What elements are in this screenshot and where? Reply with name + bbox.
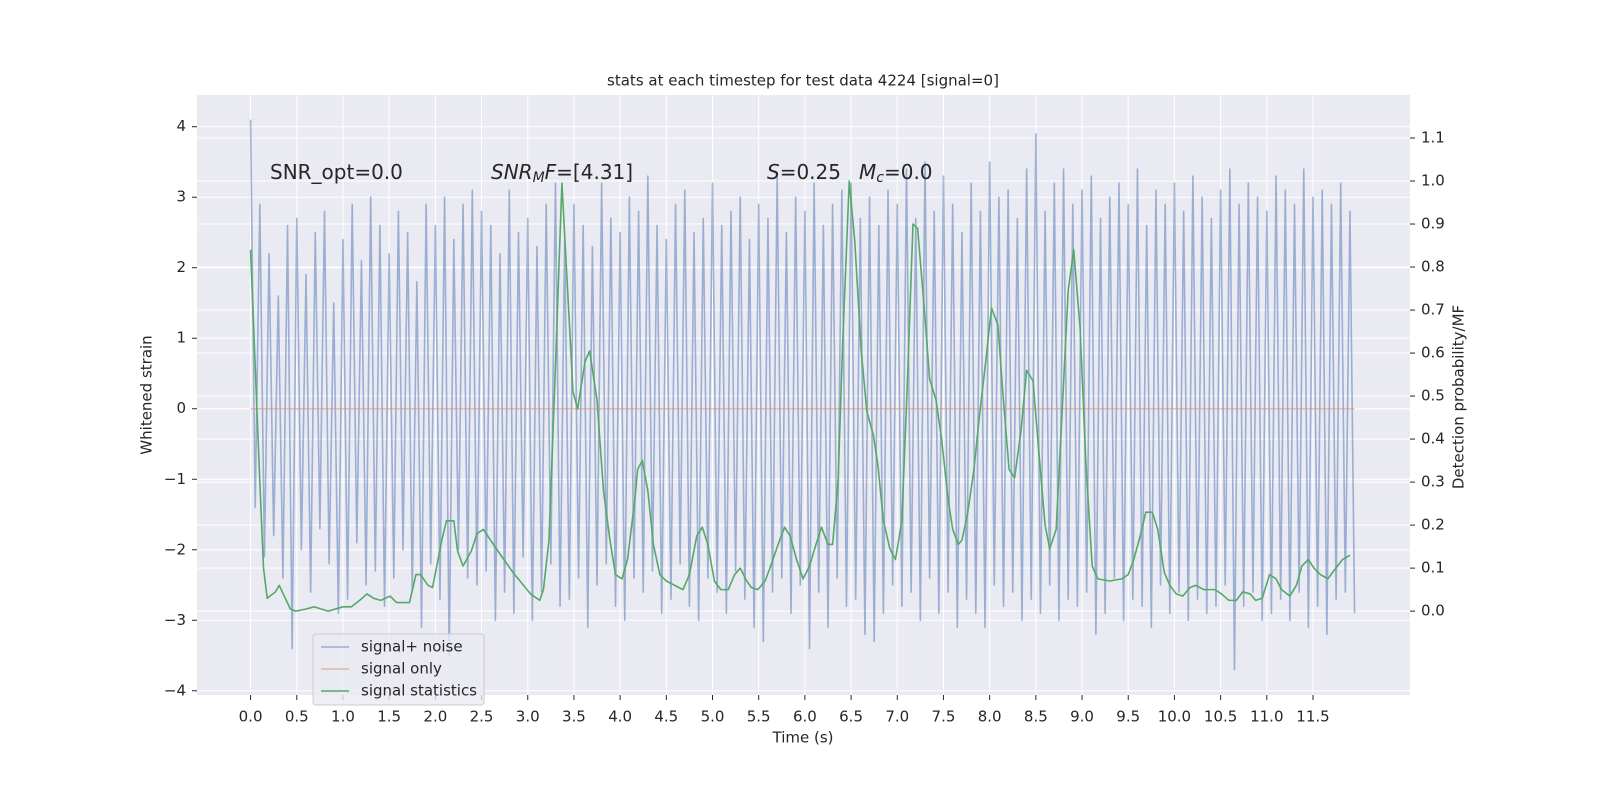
annotation: S=0.25 xyxy=(767,160,841,184)
y2-tick-label: 0.7 xyxy=(1421,301,1445,319)
plot-lines xyxy=(249,119,1356,671)
x-tick-label: 5.0 xyxy=(701,708,725,726)
plot-area xyxy=(197,95,1410,695)
annotation-part: SNR xyxy=(491,160,533,184)
annotation-part: S xyxy=(767,160,780,184)
x-tick-label: 5.5 xyxy=(747,708,771,726)
legend-label: signal only xyxy=(361,660,442,678)
x-tick-label: 2.5 xyxy=(470,708,494,726)
annotation-part: M xyxy=(859,160,876,184)
y2-tick-label: 1.0 xyxy=(1421,172,1445,190)
x-tick-label: 11.0 xyxy=(1250,708,1283,726)
x-tick-label: 9.5 xyxy=(1116,708,1140,726)
x-tick-label: 4.0 xyxy=(608,708,632,726)
x-tick-label: 4.5 xyxy=(654,708,678,726)
annotation-part: M xyxy=(533,170,545,186)
y-tick-label: −3 xyxy=(164,611,186,629)
y-tick-label: 0 xyxy=(176,399,186,417)
x-tick-label: 3.5 xyxy=(562,708,586,726)
x-tick-label: 6.5 xyxy=(839,708,863,726)
annotation-part: =0.25 xyxy=(780,160,841,184)
y-tick-label: 3 xyxy=(176,188,186,206)
x-tick-label: 10.0 xyxy=(1158,708,1191,726)
y-tick-label: 4 xyxy=(176,117,186,135)
x-tick-label: 2.0 xyxy=(423,708,447,726)
annotation-part: =[4.31] xyxy=(556,160,633,184)
annotation: SNRMF=[4.31] xyxy=(491,160,633,187)
x-tick-label: 7.0 xyxy=(885,708,909,726)
x-tick-label: 3.0 xyxy=(516,708,540,726)
y-tick-label: 2 xyxy=(176,258,186,276)
x-tick-label: 6.0 xyxy=(793,708,817,726)
x-tick-label: 8.5 xyxy=(1024,708,1048,726)
y2-axis-label: Detection probability/MF xyxy=(1450,305,1468,489)
x-tick-label: 1.0 xyxy=(331,708,355,726)
x-tick-label: 0.0 xyxy=(239,708,263,726)
y2-tick-label: 0.6 xyxy=(1421,344,1445,362)
annotation-part: =0.0 xyxy=(884,160,933,184)
y-tick-label: −2 xyxy=(164,540,186,558)
y-axis-label: Whitened strain xyxy=(138,335,156,454)
series-line xyxy=(249,180,1351,612)
legend: signal+ noise signal only signal statistic… xyxy=(312,633,485,706)
x-tick-label: 7.5 xyxy=(932,708,956,726)
legend-label: signal+ noise xyxy=(361,638,463,656)
y2-tick-label: 1.1 xyxy=(1421,129,1445,147)
annotation-part: SNR_opt=0.0 xyxy=(270,160,403,184)
y2-tick-label: 0.9 xyxy=(1421,215,1445,233)
x-axis-label: Time (s) xyxy=(772,729,834,747)
annotation-part: F xyxy=(545,160,557,184)
annotation-part: c xyxy=(876,170,884,186)
y2-tick-label: 0.4 xyxy=(1421,430,1445,448)
y-tick-label: −1 xyxy=(164,470,186,488)
y2-tick-label: 0.3 xyxy=(1421,473,1445,491)
x-tick-label: 9.0 xyxy=(1070,708,1094,726)
x-tick-label: 1.5 xyxy=(377,708,401,726)
y2-tick-label: 0.0 xyxy=(1421,602,1445,620)
y2-tick-label: 0.1 xyxy=(1421,559,1445,577)
x-tick-label: 10.5 xyxy=(1204,708,1237,726)
x-tick-label: 0.5 xyxy=(285,708,309,726)
annotation: Mc=0.0 xyxy=(859,160,933,187)
legend-box xyxy=(312,633,485,706)
y-tick-label: 1 xyxy=(176,329,186,347)
series-line xyxy=(249,119,1356,671)
y2-tick-label: 0.5 xyxy=(1421,387,1445,405)
ticks: 0.0 0.5 1.0 1.5 2.0 2.5 3.0 3.5 4.0 4.5 5.0 5.5 6.0 6… xyxy=(164,117,1445,725)
x-tick-label: 8.0 xyxy=(978,708,1002,726)
legend-label: signal statistics xyxy=(361,682,477,700)
annotation: SNR_opt=0.0 xyxy=(270,160,403,184)
y2-tick-label: 0.8 xyxy=(1421,258,1445,276)
chart-title: stats at each timestep for test data 422… xyxy=(607,72,999,90)
y-tick-label: −4 xyxy=(164,681,186,699)
y2-tick-label: 0.2 xyxy=(1421,516,1445,534)
x-tick-label: 11.5 xyxy=(1296,708,1329,726)
